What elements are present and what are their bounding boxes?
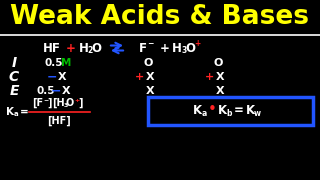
Text: 2: 2: [87, 46, 92, 55]
Text: •: •: [208, 102, 217, 118]
Text: +: +: [204, 72, 214, 82]
Text: Weak Acids & Bases: Weak Acids & Bases: [11, 4, 309, 30]
Text: =: =: [234, 103, 244, 116]
Text: K: K: [218, 103, 227, 116]
Text: H: H: [172, 42, 182, 55]
Text: O: O: [91, 42, 101, 55]
Text: K: K: [6, 107, 14, 117]
Text: E: E: [9, 84, 19, 98]
Text: =: =: [20, 107, 28, 117]
Text: F: F: [139, 42, 147, 55]
Text: O: O: [213, 58, 223, 68]
Text: −: −: [44, 98, 49, 102]
Text: 3: 3: [64, 103, 68, 108]
Text: O: O: [185, 42, 195, 55]
Text: −: −: [47, 71, 57, 84]
Text: w: w: [254, 109, 261, 118]
Text: H: H: [79, 42, 89, 55]
Bar: [148, 97, 313, 125]
Text: b: b: [227, 109, 232, 118]
Text: +: +: [66, 42, 76, 55]
Text: ]: ]: [48, 98, 52, 108]
Text: K: K: [246, 103, 255, 116]
Text: M: M: [61, 58, 71, 68]
Text: [F: [F: [32, 98, 44, 108]
Text: +: +: [160, 42, 170, 55]
Text: X: X: [146, 72, 154, 82]
Text: a: a: [202, 109, 207, 118]
Text: [HF]: [HF]: [47, 116, 71, 126]
Text: X: X: [58, 72, 66, 82]
Text: 0.5: 0.5: [45, 58, 63, 68]
Text: 0.5: 0.5: [37, 86, 55, 96]
Text: −: −: [51, 84, 61, 98]
Text: C: C: [9, 70, 19, 84]
Text: X: X: [216, 72, 224, 82]
Text: HF: HF: [43, 42, 61, 55]
Text: [H: [H: [52, 98, 64, 108]
Text: +: +: [194, 39, 200, 48]
Text: +: +: [74, 98, 80, 102]
Text: +: +: [134, 72, 144, 82]
Text: K: K: [193, 103, 202, 116]
Text: I: I: [12, 56, 17, 70]
Text: O: O: [143, 58, 153, 68]
Text: O: O: [66, 98, 74, 108]
Text: 3: 3: [181, 46, 187, 55]
Text: a: a: [14, 111, 18, 118]
Text: X: X: [216, 86, 224, 96]
Text: −: −: [147, 39, 153, 48]
Text: ]: ]: [79, 98, 83, 108]
Text: X: X: [146, 86, 154, 96]
Text: X: X: [62, 86, 70, 96]
